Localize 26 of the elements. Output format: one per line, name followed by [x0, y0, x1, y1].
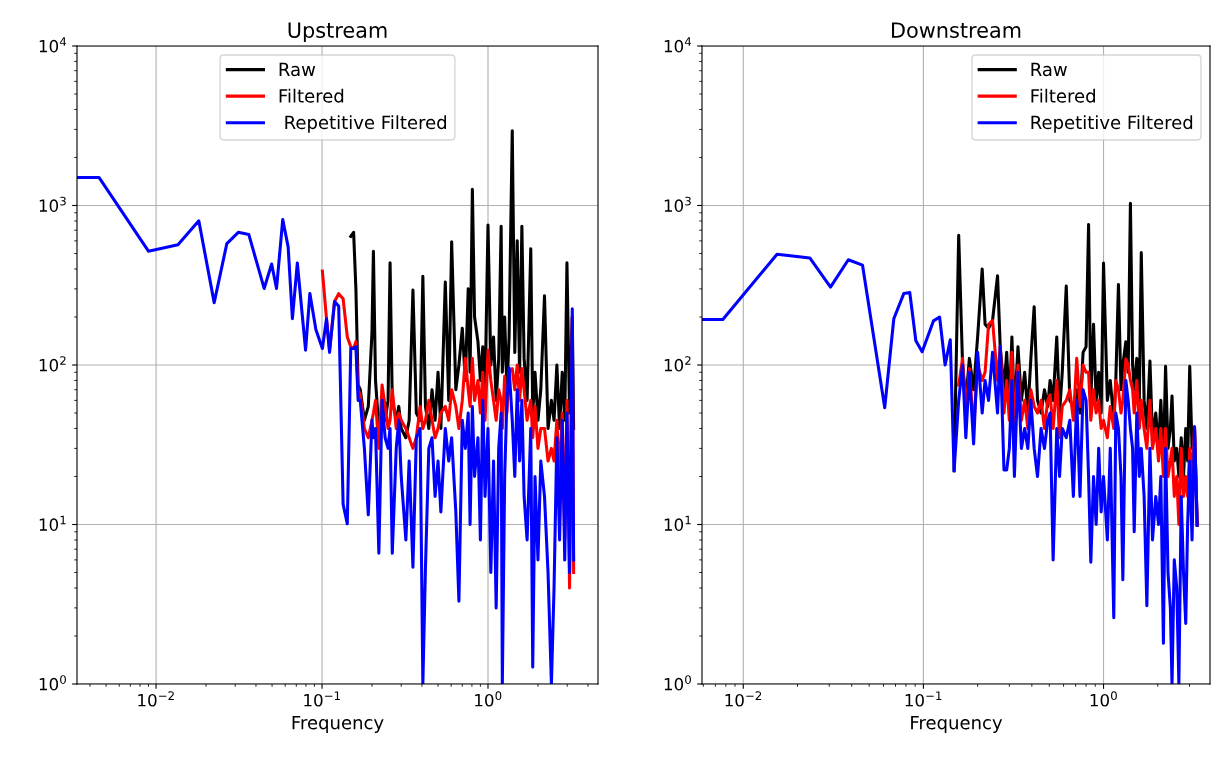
y-tick-label: 10$^{1}$ — [39, 515, 66, 531]
y-tick-label: 10$^{2}$ — [664, 356, 691, 372]
legend-label: Repetitive Filtered — [1031, 115, 1193, 133]
x-axis-title: Frequency — [911, 715, 1003, 733]
legend-label: Filtered — [279, 88, 344, 103]
y-tick-label: 10$^{0}$ — [39, 675, 66, 691]
x-tick-label: 10$^{0}$ — [475, 691, 502, 707]
x-tick-label: 10$^{−1}$ — [304, 691, 340, 707]
x-tick-label: 10$^{0}$ — [1090, 691, 1117, 707]
y-tick-label: 10$^{3}$ — [39, 196, 66, 212]
legend-label: Filtered — [1031, 88, 1095, 103]
y-tick-label: 10$^{3}$ — [664, 196, 691, 212]
x-tick-label: 10$^{−2}$ — [138, 691, 174, 707]
legend-label: Raw — [279, 62, 316, 77]
x-axis-title: Frequency — [292, 715, 384, 733]
y-tick-label: 10$^{4}$ — [39, 37, 67, 53]
y-tick-label: 10$^{0}$ — [664, 675, 691, 691]
y-tick-label: 10$^{2}$ — [39, 356, 66, 372]
y-tick-label: 10$^{4}$ — [664, 37, 692, 53]
x-tick-label: 10$^{−2}$ — [725, 691, 762, 707]
legend-label: Raw — [1031, 62, 1067, 77]
chart-title: Upstream — [288, 22, 387, 42]
chart-title: Downstream — [892, 22, 1021, 38]
y-tick-label: 10$^{1}$ — [664, 515, 691, 531]
legend-label: Repetitive Filtered — [285, 115, 447, 133]
x-tick-label: 10$^{−1}$ — [905, 691, 942, 707]
